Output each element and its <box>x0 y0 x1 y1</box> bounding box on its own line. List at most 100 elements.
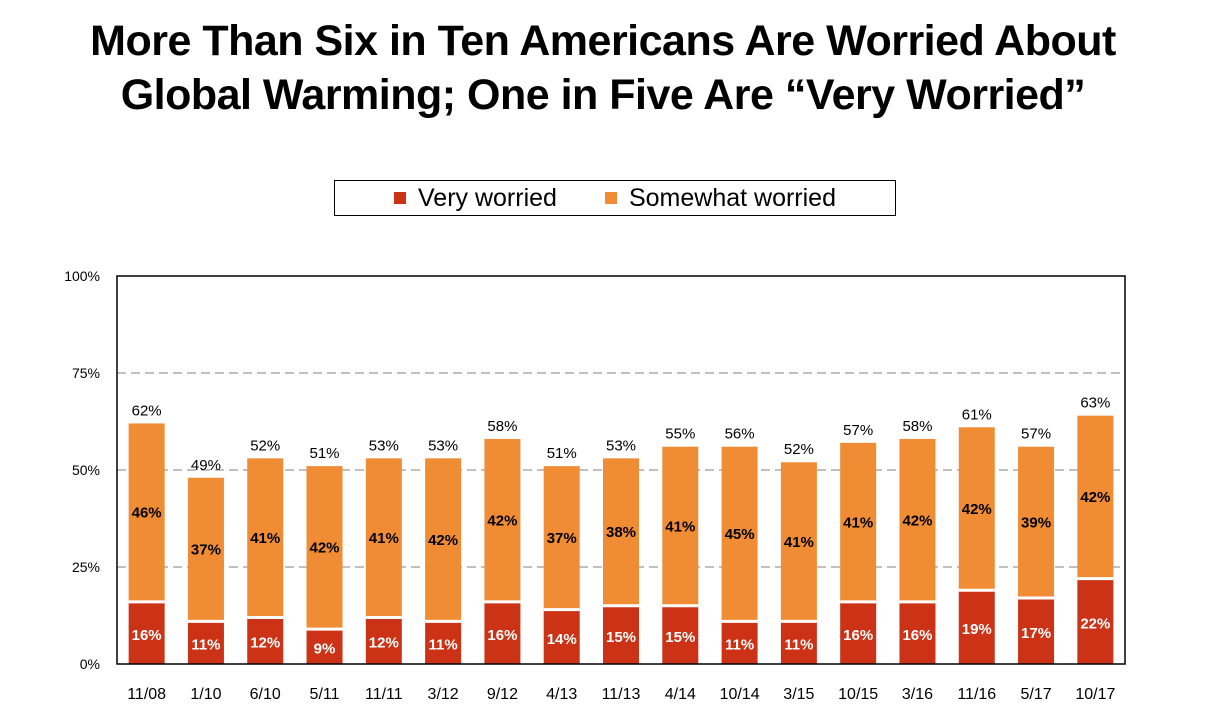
chart-title: More Than Six in Ten Americans Are Worri… <box>0 14 1206 122</box>
legend-label-somewhat-worried: Somewhat worried <box>628 183 836 212</box>
data-label-total: 58% <box>487 418 517 435</box>
bar-somewhat-worried <box>1018 446 1055 599</box>
bar-very-worried <box>899 601 936 664</box>
x-tick-label: 3/15 <box>783 686 814 703</box>
y-tick-label: 75% <box>72 365 100 381</box>
data-label-total: 55% <box>665 426 695 443</box>
data-label-total: 53% <box>606 437 636 454</box>
data-label-somewhat-worried: 41% <box>843 514 873 531</box>
data-label-very-worried: 19% <box>962 621 992 638</box>
data-label-somewhat-worried: 41% <box>250 530 280 547</box>
legend-swatch-somewhat-worried <box>604 192 617 204</box>
legend-item-somewhat-worried: Somewhat worried <box>604 183 836 213</box>
y-tick-label: 50% <box>72 462 100 478</box>
data-label-somewhat-worried: 45% <box>725 526 755 543</box>
x-tick-label: 6/10 <box>250 686 281 703</box>
bar-somewhat-worried <box>543 466 580 610</box>
bar-very-worried <box>484 601 521 664</box>
bar-somewhat-worried <box>1077 415 1114 579</box>
x-tick-label: 10/15 <box>838 686 878 703</box>
bar-very-worried <box>187 621 224 664</box>
bar-very-worried <box>780 621 817 664</box>
legend-swatch-very-worried <box>394 192 406 204</box>
bar-very-worried <box>247 617 284 664</box>
bar-very-worried <box>1077 578 1114 664</box>
data-label-total: 49% <box>191 457 221 474</box>
data-label-very-worried: 16% <box>132 627 162 644</box>
x-tick-label: 11/08 <box>127 686 166 703</box>
data-label-very-worried: 14% <box>547 631 577 648</box>
x-tick-label: 4/13 <box>546 686 577 703</box>
data-label-total: 63% <box>1080 395 1110 412</box>
data-label-total: 51% <box>547 445 577 462</box>
x-tick-label: 3/12 <box>428 686 459 703</box>
data-label-somewhat-worried: 41% <box>369 530 399 547</box>
bar-very-worried <box>840 601 877 664</box>
bar-very-worried <box>425 621 462 664</box>
data-label-very-worried: 16% <box>487 627 517 644</box>
data-label-very-worried: 22% <box>1080 615 1110 632</box>
bar-somewhat-worried <box>899 438 936 602</box>
chart-title-line-1: More Than Six in Ten Americans Are Worri… <box>90 17 1116 65</box>
data-label-somewhat-worried: 41% <box>784 534 814 551</box>
x-tick-label: 11/13 <box>602 686 641 703</box>
x-tick-label: 10/14 <box>720 686 760 703</box>
data-label-somewhat-worried: 39% <box>1021 514 1051 531</box>
bar-somewhat-worried <box>603 458 639 606</box>
bar-somewhat-worried <box>128 423 165 602</box>
data-label-total: 62% <box>132 402 162 419</box>
bar-somewhat-worried <box>187 477 224 622</box>
bar-very-worried <box>721 621 758 664</box>
bar-somewhat-worried <box>958 427 995 591</box>
data-label-very-worried: 11% <box>725 637 754 654</box>
bar-somewhat-worried <box>721 446 758 622</box>
bar-very-worried <box>365 617 402 664</box>
data-label-very-worried: 9% <box>314 641 336 658</box>
data-label-somewhat-worried: 42% <box>310 540 340 557</box>
legend-label-very-worried: Very worried <box>418 183 557 212</box>
data-label-very-worried: 16% <box>902 627 932 644</box>
bar-somewhat-worried <box>484 438 521 602</box>
x-tick-label: 5/17 <box>1020 686 1051 703</box>
data-label-somewhat-worried: 37% <box>191 542 221 559</box>
bar-somewhat-worried <box>840 442 877 602</box>
data-label-very-worried: 17% <box>1021 625 1051 642</box>
x-tick-label: 3/16 <box>902 686 933 703</box>
data-label-somewhat-worried: 42% <box>962 501 992 518</box>
data-label-very-worried: 11% <box>784 637 813 654</box>
bar-very-worried <box>603 605 639 664</box>
x-tick-label: 1/10 <box>190 686 221 703</box>
data-label-total: 52% <box>784 441 814 458</box>
data-label-very-worried: 12% <box>250 635 280 652</box>
data-label-total: 53% <box>428 437 458 454</box>
data-label-somewhat-worried: 46% <box>132 505 162 522</box>
data-label-very-worried: 15% <box>606 629 636 646</box>
data-label-somewhat-worried: 42% <box>902 512 932 529</box>
x-tick-label: 11/11 <box>365 686 403 703</box>
x-tick-label: 5/11 <box>310 686 340 703</box>
bar-very-worried <box>958 590 995 664</box>
data-label-somewhat-worried: 42% <box>428 532 458 549</box>
data-label-total: 56% <box>725 426 755 443</box>
data-label-very-worried: 11% <box>191 637 220 654</box>
data-label-total: 57% <box>1021 426 1051 443</box>
data-label-total: 57% <box>843 422 873 439</box>
x-tick-label: 9/12 <box>487 686 518 703</box>
bar-somewhat-worried <box>425 458 462 622</box>
chart-legend: Very worried Somewhat worried <box>334 180 896 216</box>
data-label-somewhat-worried: 38% <box>606 524 636 541</box>
data-label-very-worried: 11% <box>429 637 458 654</box>
x-tick-label: 10/17 <box>1075 686 1115 703</box>
data-label-somewhat-worried: 42% <box>487 512 517 529</box>
bar-very-worried <box>306 629 343 664</box>
data-label-very-worried: 15% <box>665 629 695 646</box>
bar-very-worried <box>1018 598 1055 664</box>
data-label-somewhat-worried: 41% <box>665 518 695 535</box>
plot-frame <box>116 275 1126 665</box>
bar-very-worried <box>662 605 699 664</box>
bar-somewhat-worried <box>780 462 817 622</box>
data-label-total: 52% <box>250 437 280 454</box>
data-label-very-worried: 16% <box>843 627 873 644</box>
bar-somewhat-worried <box>306 466 343 630</box>
